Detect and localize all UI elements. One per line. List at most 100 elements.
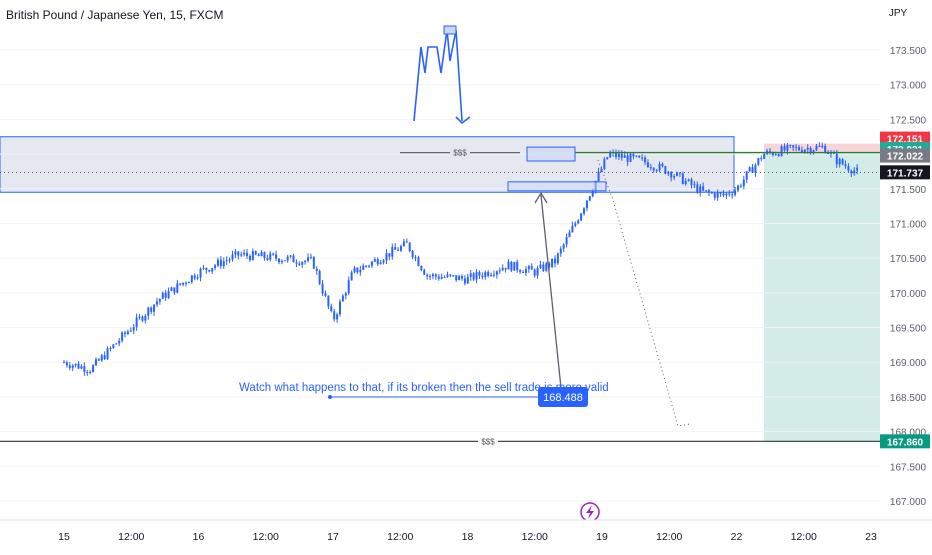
consolidation-box[interactable]	[526, 146, 576, 162]
candle-body	[216, 259, 219, 266]
projection-path	[597, 159, 691, 427]
candle-body	[246, 252, 249, 256]
take-profit-area[interactable]	[764, 151, 880, 442]
candle-body	[629, 153, 632, 162]
candle-body	[266, 257, 269, 260]
time-tick-label: 12:00	[253, 531, 279, 543]
supply-zone[interactable]	[0, 136, 735, 193]
candle-body	[693, 184, 696, 186]
candle-body	[490, 274, 493, 276]
candle-body	[138, 316, 141, 318]
candle-body	[652, 167, 655, 171]
candle-body	[626, 155, 629, 162]
candle-body	[661, 163, 664, 167]
price-tick-label: 167.500	[890, 462, 927, 473]
candle-body	[77, 363, 80, 369]
candle-body	[434, 274, 437, 277]
time-tick-label: 16	[193, 531, 205, 543]
demand-box[interactable]	[507, 181, 607, 192]
candle-body	[568, 232, 571, 238]
price-badge-label: 167.860	[887, 437, 924, 448]
candle-body	[370, 261, 373, 266]
candle-body	[585, 200, 588, 209]
candle-body	[580, 213, 583, 221]
candle-body	[803, 149, 806, 153]
candle-body	[437, 276, 440, 279]
candle-body	[635, 155, 638, 157]
candle-body	[655, 170, 658, 172]
candle-body	[812, 150, 815, 153]
candle-body	[179, 283, 182, 285]
candle-body	[92, 365, 95, 372]
candle-body	[356, 267, 359, 273]
candle-body	[141, 316, 144, 321]
time-axis	[0, 520, 880, 550]
candle-body	[789, 144, 792, 146]
candle-body	[530, 266, 533, 270]
candle-body	[466, 276, 469, 284]
candle-body	[350, 272, 353, 281]
candle-body	[417, 257, 420, 267]
candle-body	[835, 153, 838, 165]
pattern-box	[443, 25, 457, 35]
candle-body	[519, 270, 522, 272]
liquidity-label-bg	[478, 435, 498, 448]
candle-body	[838, 159, 841, 165]
candle-body	[167, 291, 170, 298]
candle-body	[853, 170, 856, 174]
candle-body	[83, 366, 86, 372]
candle-body	[588, 196, 591, 201]
candle-body	[71, 365, 74, 368]
price-bubble-label: 168.488	[543, 392, 583, 404]
candle-body	[208, 270, 211, 272]
candle-body	[144, 315, 147, 321]
pointer-arrow[interactable]	[540, 194, 562, 389]
candle-body	[498, 270, 501, 272]
currency-label: JPY	[889, 8, 908, 19]
candle-body	[687, 179, 690, 181]
candle-body	[275, 254, 278, 259]
candle-body	[330, 306, 333, 312]
candle-body	[481, 275, 484, 278]
candle-body	[556, 253, 559, 264]
candle-body	[391, 247, 394, 257]
candle-body	[707, 190, 710, 193]
candle-body	[591, 190, 594, 197]
candle-body	[94, 359, 97, 366]
candle-body	[103, 355, 106, 360]
candle-body	[719, 192, 722, 194]
candle-body	[365, 265, 368, 267]
candle-body	[202, 267, 205, 269]
candle-body	[478, 271, 481, 276]
candle-body	[321, 283, 324, 294]
candle-body	[469, 273, 472, 277]
candle-body	[420, 266, 423, 270]
candle-body	[638, 155, 641, 158]
candle-body	[763, 154, 766, 159]
candle-body	[463, 278, 466, 284]
candle-body	[774, 154, 777, 156]
candle-body	[768, 150, 771, 153]
price-tick-label: 168.500	[890, 393, 927, 404]
candle-body	[690, 179, 693, 186]
price-axis	[880, 0, 932, 550]
candle-body	[405, 241, 408, 243]
candle-body	[856, 167, 859, 171]
candle-body	[263, 252, 266, 258]
candle-body	[696, 184, 699, 193]
candle-body	[536, 268, 539, 276]
candle-body	[461, 276, 464, 279]
m-pattern-drawing[interactable]	[413, 29, 463, 122]
candle-body	[815, 146, 818, 151]
candle-body	[495, 271, 498, 275]
candle-body	[283, 260, 286, 262]
candle-body	[429, 276, 432, 278]
candle-body	[798, 147, 801, 151]
candle-body	[574, 223, 577, 226]
candle-body	[681, 173, 684, 185]
candle-body	[492, 274, 495, 276]
candle-body	[507, 261, 510, 270]
price-bubble[interactable]	[538, 387, 588, 407]
